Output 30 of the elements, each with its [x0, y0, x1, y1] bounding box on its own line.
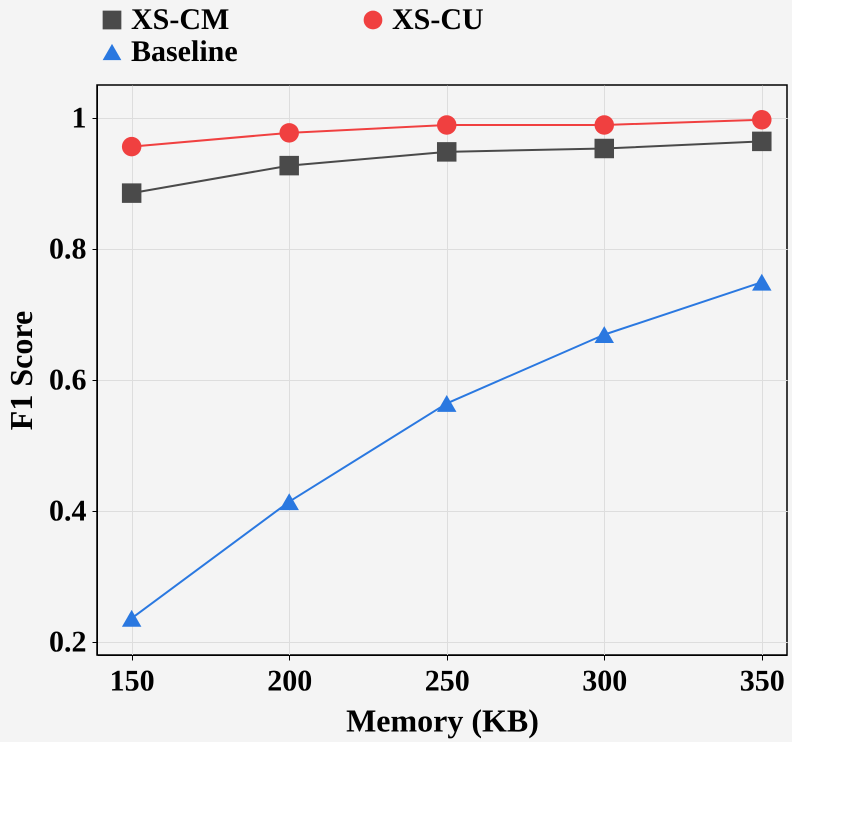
y-tick-label: 1: [72, 101, 86, 134]
legend-label: XS-CU: [392, 3, 484, 36]
x-axis-title: Memory (KB): [346, 702, 539, 738]
point: [122, 610, 142, 627]
point: [122, 136, 142, 156]
point: [594, 138, 614, 158]
point: [279, 123, 299, 143]
y-tick-label: 0.8: [49, 232, 86, 266]
point: [594, 326, 614, 344]
x-tick-label: 350: [740, 664, 785, 698]
x-tick-label: 150: [110, 664, 155, 698]
x-tick-label: 200: [267, 664, 312, 698]
y-tick-label: 0.6: [49, 363, 86, 396]
point: [122, 183, 142, 203]
point: [752, 110, 772, 130]
point: [594, 115, 614, 135]
y-tick-label: 0.4: [49, 494, 86, 528]
x-tick-label: 300: [582, 664, 628, 698]
x-tick-label: 250: [424, 664, 470, 698]
point: [279, 493, 299, 510]
y-tick-label: 0.2: [49, 625, 86, 658]
legend-label: Baseline: [131, 35, 238, 68]
legend-label: XS-CM: [131, 3, 230, 36]
point: [436, 394, 456, 412]
point: [436, 142, 456, 162]
point: [436, 115, 456, 135]
point: [752, 132, 772, 152]
y-axis-title: F1 Score: [3, 310, 39, 430]
point: [752, 274, 772, 291]
point: [279, 156, 299, 176]
